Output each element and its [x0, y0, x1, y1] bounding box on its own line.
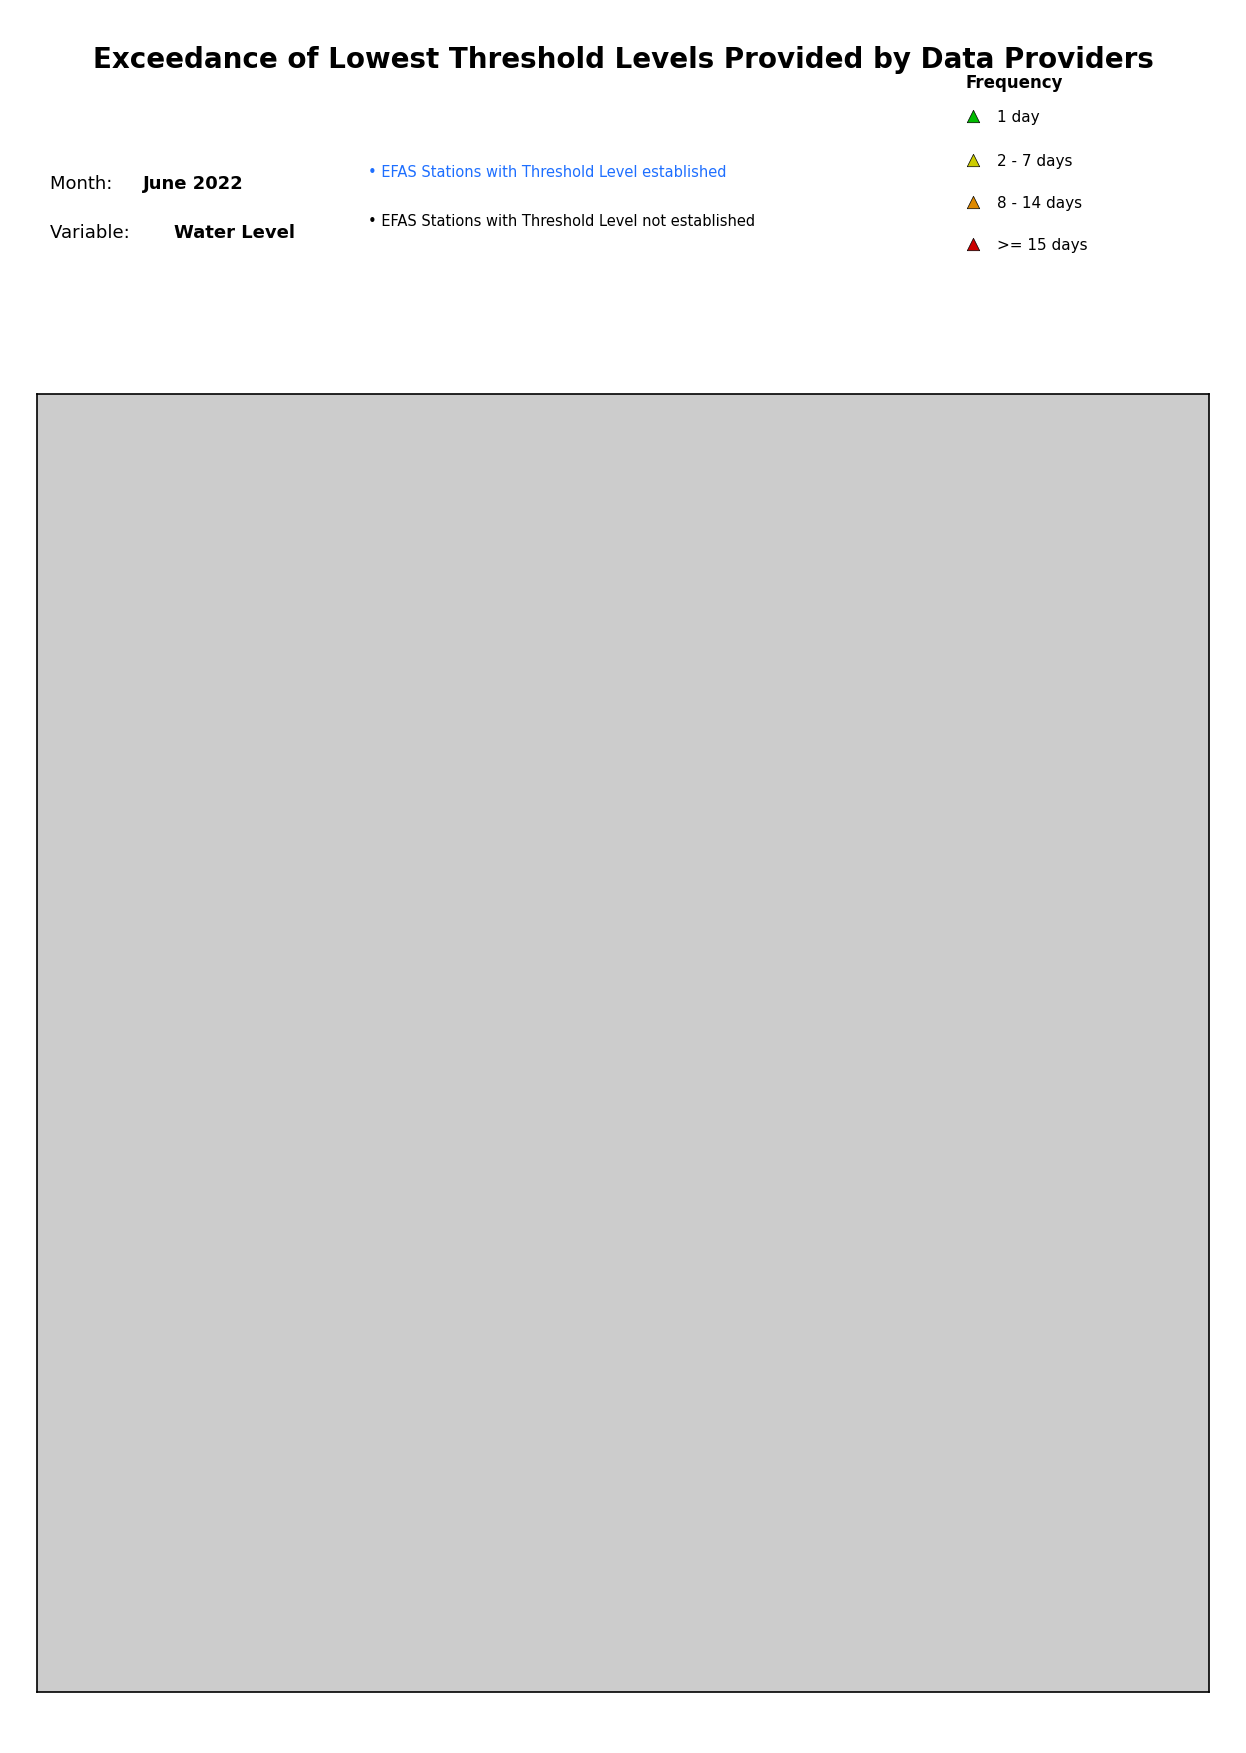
Text: Frequency: Frequency [966, 74, 1063, 91]
Text: Exceedance of Lowest Threshold Levels Provided by Data Providers: Exceedance of Lowest Threshold Levels Pr… [92, 46, 1154, 74]
Point [963, 230, 983, 258]
Point [963, 188, 983, 216]
Point [963, 102, 983, 130]
Text: June 2022: June 2022 [143, 175, 244, 193]
Text: 2 - 7 days: 2 - 7 days [997, 154, 1073, 168]
Text: Variable:: Variable: [50, 224, 136, 242]
Text: • EFAS Stations with Threshold Level not established: • EFAS Stations with Threshold Level not… [368, 214, 755, 230]
Text: Month:: Month: [50, 175, 118, 193]
Text: 8 - 14 days: 8 - 14 days [997, 196, 1082, 210]
Text: Water Level: Water Level [174, 224, 295, 242]
Text: 1 day: 1 day [997, 110, 1039, 124]
Point [963, 145, 983, 174]
Text: • EFAS Stations with Threshold Level established: • EFAS Stations with Threshold Level est… [368, 165, 726, 181]
Text: >= 15 days: >= 15 days [997, 238, 1088, 252]
